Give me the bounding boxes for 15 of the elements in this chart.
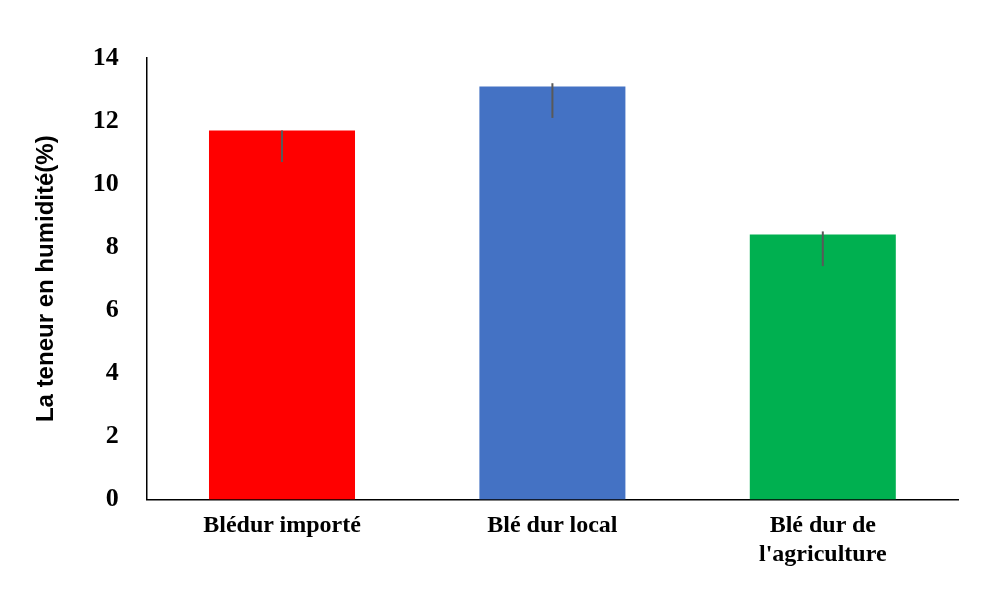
x-tick-label: Blé dur de l'agriculture <box>759 511 887 566</box>
y-tick-label: 8 <box>105 230 119 260</box>
y-tick-label: 2 <box>105 420 119 450</box>
bar <box>749 234 896 500</box>
y-tick-label: 4 <box>105 357 119 386</box>
y-axis-title: La teneur en humidité(%) <box>31 135 59 423</box>
x-tick-label: Blédur importé <box>203 511 362 537</box>
y-tick-label: 6 <box>105 293 119 323</box>
bar <box>479 86 626 500</box>
bar <box>208 130 356 500</box>
y-tick-label: 14 <box>92 41 119 71</box>
x-tick-label: Blé dur local <box>487 511 618 537</box>
y-tick-label: 12 <box>92 104 119 134</box>
y-tick-label: 0 <box>105 483 119 513</box>
y-tick-label: 10 <box>92 167 119 197</box>
